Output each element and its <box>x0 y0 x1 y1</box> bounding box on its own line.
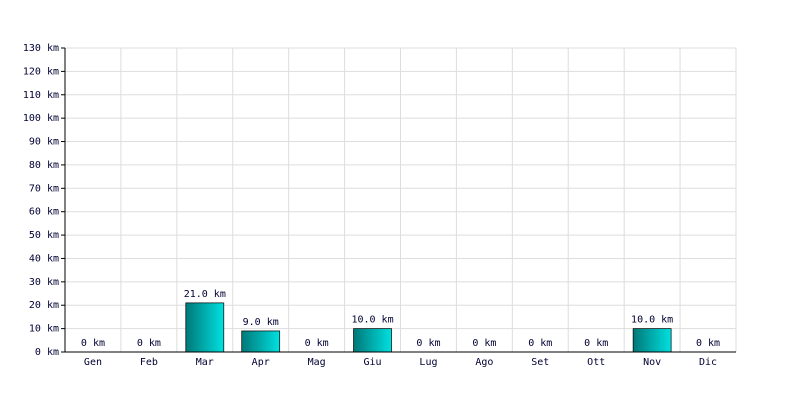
x-tick-label: Giu <box>364 357 382 368</box>
x-tick-label: Set <box>531 357 549 368</box>
value-label: 0 km <box>696 338 720 349</box>
y-tick-label: 20 km <box>29 300 59 311</box>
value-label: 0 km <box>584 338 608 349</box>
value-label: 0 km <box>528 338 552 349</box>
x-tick-label: Mag <box>308 357 326 368</box>
x-tick-label: Ott <box>587 357 605 368</box>
y-tick-label: 60 km <box>29 207 59 218</box>
x-tick-label: Feb <box>140 357 158 368</box>
x-tick-label: Nov <box>643 357 661 368</box>
value-label: 10.0 km <box>631 315 673 326</box>
bar <box>353 328 392 353</box>
value-label: 0 km <box>472 338 496 349</box>
y-tick-label: 100 km <box>23 113 59 124</box>
value-label: 0 km <box>81 338 105 349</box>
value-label: 21.0 km <box>184 289 226 300</box>
x-tick-label: Dic <box>699 357 717 368</box>
y-tick-label: 90 km <box>29 137 59 148</box>
value-label: 0 km <box>416 338 440 349</box>
y-tick-label: 30 km <box>29 277 59 288</box>
y-tick-label: 130 km <box>23 43 59 54</box>
y-tick-label: 40 km <box>29 253 59 264</box>
y-tick-label: 0 km <box>35 347 59 358</box>
bar <box>632 328 672 353</box>
x-tick-label: Lug <box>419 357 437 368</box>
value-label: 0 km <box>137 338 161 349</box>
x-tick-label: Apr <box>252 357 270 368</box>
y-tick-label: 120 km <box>23 66 59 77</box>
x-tick-label: Gen <box>84 357 102 368</box>
y-tick-label: 50 km <box>29 230 59 241</box>
bar <box>241 330 281 353</box>
value-label: 9.0 km <box>243 317 279 328</box>
y-tick-label: 110 km <box>23 90 59 101</box>
y-tick-label: 80 km <box>29 160 59 171</box>
y-tick-label: 10 km <box>29 324 59 335</box>
value-label: 0 km <box>305 338 329 349</box>
x-tick-label: Mar <box>196 357 214 368</box>
y-tick-label: 70 km <box>29 183 59 194</box>
x-tick-label: Ago <box>475 357 493 368</box>
bar <box>185 302 225 353</box>
value-label: 10.0 km <box>351 315 393 326</box>
